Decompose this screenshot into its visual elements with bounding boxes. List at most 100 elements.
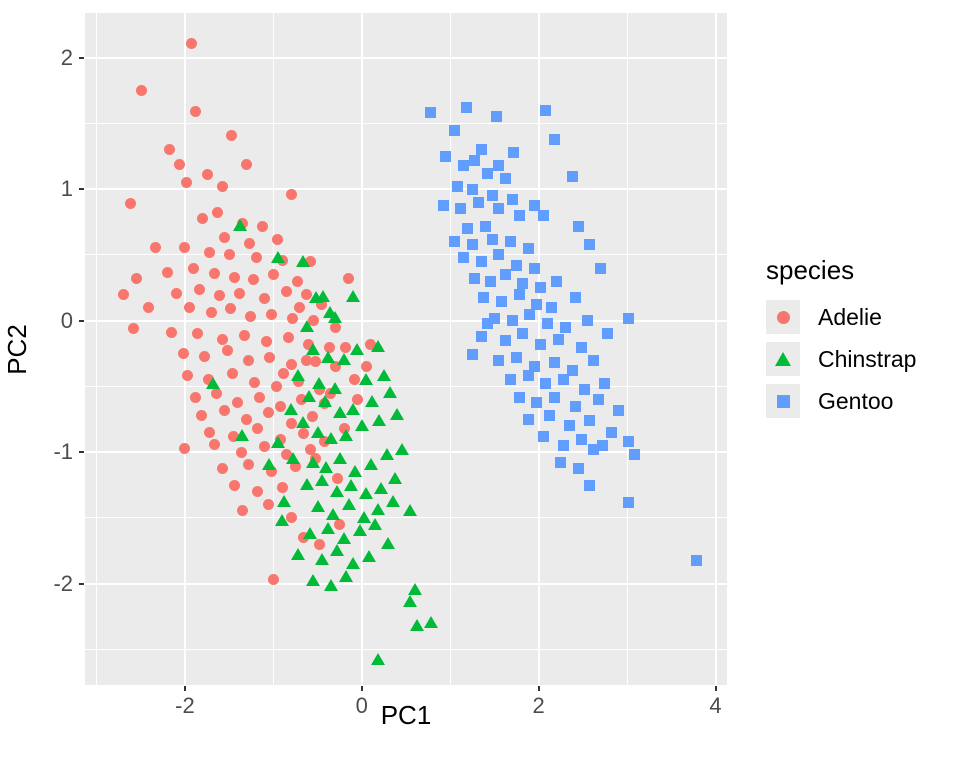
data-point-chinstrap — [345, 403, 360, 416]
data-point-adelie — [238, 329, 250, 341]
grid-line-minor-vertical — [626, 13, 628, 685]
data-point-gentoo — [466, 349, 478, 361]
grid-line-minor-vertical — [95, 13, 97, 685]
data-point-chinstrap — [363, 458, 378, 471]
data-point-chinstrap — [328, 382, 343, 395]
y-tick-mark — [79, 319, 84, 322]
data-point-gentoo — [425, 107, 437, 119]
data-point-chinstrap — [338, 429, 353, 442]
data-point-gentoo — [469, 154, 481, 166]
data-point-adelie — [319, 436, 331, 448]
data-point-gentoo — [488, 312, 500, 324]
data-point-gentoo — [566, 170, 578, 182]
data-point-adelie — [248, 274, 260, 286]
data-point-chinstrap — [403, 595, 418, 608]
data-point-chinstrap — [321, 350, 336, 363]
data-point-adelie — [228, 479, 240, 491]
data-point-chinstrap — [347, 464, 362, 477]
data-point-chinstrap — [303, 526, 318, 539]
data-point-adelie — [219, 232, 231, 244]
legend-key-adelie — [766, 300, 800, 334]
data-point-chinstrap — [330, 543, 345, 556]
data-point-adelie — [225, 303, 237, 315]
data-point-chinstrap — [296, 416, 311, 429]
grid-line-major-horizontal — [85, 56, 727, 59]
grid-line-major-horizontal — [85, 451, 727, 454]
data-point-gentoo — [517, 278, 529, 290]
data-point-chinstrap — [315, 290, 330, 303]
plot-panel — [85, 13, 727, 685]
data-point-chinstrap — [299, 478, 314, 491]
legend-item-adelie[interactable]: Adelie — [766, 300, 956, 334]
data-point-chinstrap — [323, 432, 338, 445]
data-point-adelie — [161, 266, 173, 278]
data-point-adelie — [313, 538, 325, 550]
data-point-chinstrap — [326, 508, 341, 521]
data-point-adelie — [282, 332, 294, 344]
data-point-gentoo — [480, 220, 492, 232]
data-point-adelie — [236, 217, 248, 229]
data-point-adelie — [185, 37, 197, 49]
data-point-adelie — [329, 361, 341, 373]
data-point-adelie — [278, 367, 290, 379]
data-point-adelie — [365, 338, 377, 350]
data-point-gentoo — [506, 194, 518, 206]
data-point-adelie — [150, 241, 162, 253]
data-point-gentoo — [469, 273, 481, 285]
data-point-gentoo — [493, 160, 505, 172]
data-point-adelie — [209, 267, 221, 279]
data-point-adelie — [251, 423, 263, 435]
data-point-adelie — [304, 444, 316, 456]
data-point-gentoo — [499, 334, 511, 346]
data-point-gentoo — [566, 365, 578, 377]
grid-line-minor-horizontal — [85, 385, 727, 387]
data-point-gentoo — [623, 436, 635, 448]
data-point-adelie — [340, 341, 352, 353]
data-point-adelie — [266, 308, 278, 320]
data-point-chinstrap — [370, 503, 385, 516]
data-point-chinstrap — [341, 497, 356, 510]
data-point-adelie — [232, 396, 244, 408]
data-point-gentoo — [449, 124, 461, 136]
data-point-adelie — [343, 273, 355, 285]
data-point-adelie — [296, 394, 308, 406]
data-point-gentoo — [540, 104, 552, 116]
data-point-adelie — [204, 246, 216, 258]
data-point-chinstrap — [372, 413, 387, 426]
data-point-adelie — [243, 354, 255, 366]
legend-item-gentoo[interactable]: Gentoo — [766, 384, 956, 418]
y-tick-mark — [79, 582, 84, 585]
data-point-gentoo — [570, 291, 582, 303]
y-tick-mark — [79, 451, 84, 454]
data-point-gentoo — [517, 328, 529, 340]
data-point-adelie — [202, 169, 214, 181]
data-point-chinstrap — [285, 451, 300, 464]
data-point-gentoo — [496, 295, 507, 307]
data-point-adelie — [331, 473, 343, 485]
data-point-gentoo — [522, 370, 534, 382]
legend-marker-circle-icon — [776, 310, 790, 324]
data-point-adelie — [181, 177, 193, 189]
data-point-adelie — [227, 367, 239, 379]
data-point-gentoo — [499, 173, 511, 185]
data-point-chinstrap — [381, 537, 396, 550]
data-point-chinstrap — [310, 500, 325, 513]
y-tick-label: -2 — [53, 570, 73, 596]
data-point-chinstrap — [322, 305, 337, 318]
data-point-adelie — [205, 307, 217, 319]
data-point-adelie — [197, 212, 209, 224]
data-point-chinstrap — [388, 471, 403, 484]
data-point-gentoo — [513, 288, 525, 300]
legend-item-chinstrap[interactable]: Chinstrap — [766, 342, 956, 376]
data-point-adelie — [213, 290, 225, 302]
data-point-adelie — [325, 387, 337, 399]
data-point-gentoo — [572, 462, 584, 474]
data-point-chinstrap — [370, 653, 385, 665]
data-point-gentoo — [437, 199, 449, 211]
legend-title: species — [766, 255, 855, 285]
legend-marker-square-icon — [776, 394, 790, 408]
data-point-gentoo — [513, 391, 525, 403]
data-point-adelie — [310, 453, 322, 465]
data-point-adelie — [198, 350, 210, 362]
